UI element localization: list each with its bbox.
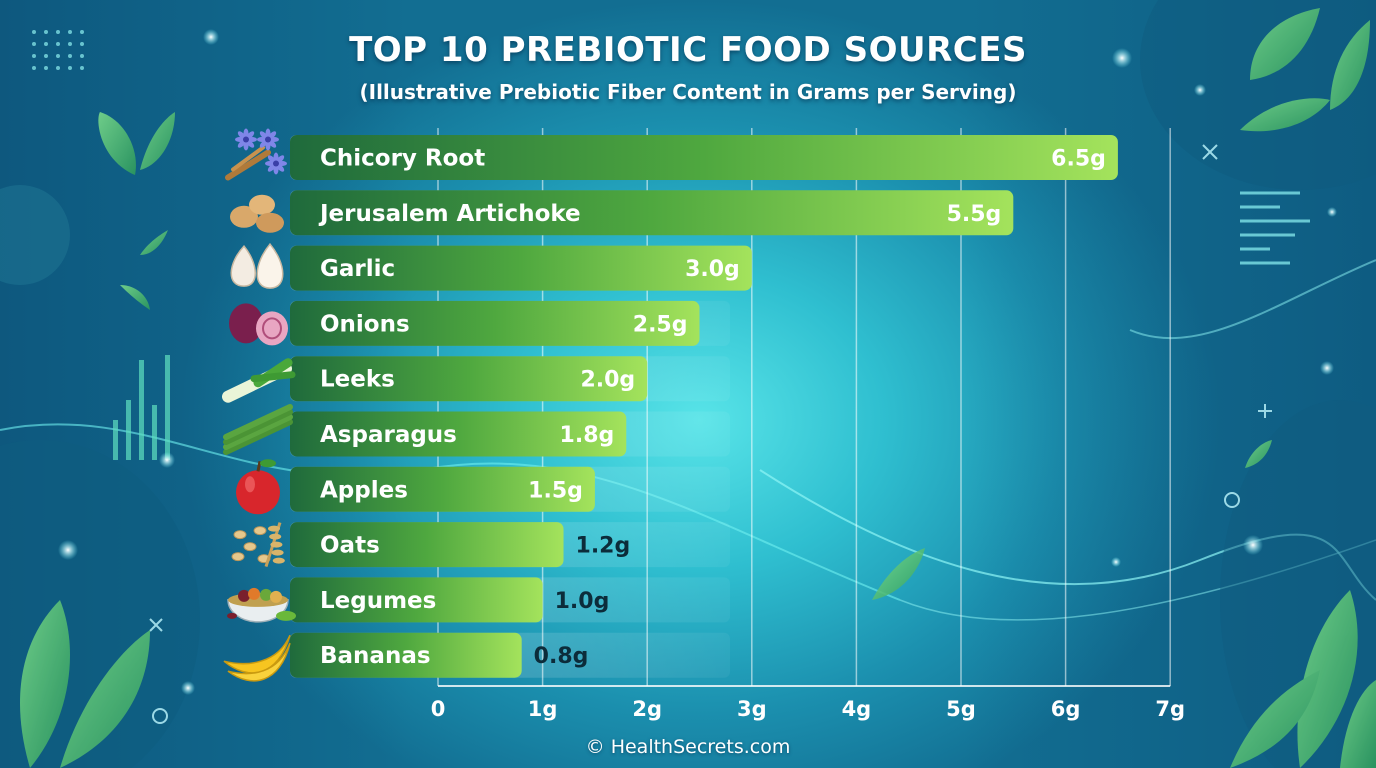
bar <box>290 466 595 512</box>
apple-icon <box>236 459 280 515</box>
glow-dots <box>58 29 1337 695</box>
mini-bar-chart-decoration <box>113 355 170 460</box>
chart-title: TOP 10 PREBIOTIC FOOD SOURCES <box>349 30 1027 70</box>
leek-icon <box>222 358 296 403</box>
bar <box>290 411 627 457</box>
pattern-disc <box>0 185 70 285</box>
asparagus-icon <box>223 404 293 455</box>
x-tick-label: 7g <box>1155 697 1185 721</box>
bar <box>290 522 564 568</box>
bar-value-label: 1.0g <box>555 589 610 614</box>
x-tick-label: 4g <box>842 697 872 721</box>
bar-category-label: Jerusalem Artichoke <box>318 201 581 227</box>
bar <box>290 356 648 402</box>
bar <box>290 190 1014 236</box>
text-lines-decoration <box>1240 191 1310 265</box>
onion-icon <box>229 303 288 346</box>
x-tick-label: 2g <box>632 697 662 721</box>
bar <box>290 632 522 678</box>
x-tick-label: 5g <box>946 697 976 721</box>
bar-category-label: Apples <box>320 477 408 503</box>
x-tick-label: 6g <box>1051 697 1081 721</box>
bar-value-label: 1.8g <box>560 423 615 448</box>
bar <box>290 135 1118 180</box>
oats-icon <box>231 522 285 568</box>
sparkle-symbols <box>149 144 1272 724</box>
jerusalem-artichoke-icon <box>230 194 284 233</box>
bar-category-label: Onions <box>320 311 410 337</box>
garlic-icon <box>230 242 284 289</box>
bar <box>290 300 700 346</box>
bar-value-label: 2.5g <box>633 312 688 337</box>
legumes-icon <box>227 587 296 623</box>
x-tick-label: 3g <box>737 697 767 721</box>
copyright-footer: © HealthSecrets.com <box>585 736 791 758</box>
chicory-root-icon <box>225 128 287 181</box>
bar-value-label: 3.0g <box>685 257 740 282</box>
wave-line <box>1129 259 1376 340</box>
bar-category-label: Leeks <box>320 367 395 393</box>
bar-category-label: Garlic <box>320 256 395 282</box>
bar-category-label: Oats <box>320 533 380 559</box>
bar <box>290 577 543 623</box>
bar-value-label: 2.0g <box>580 368 635 393</box>
chart-subtitle: (Illustrative Prebiotic Fiber Content in… <box>359 80 1017 104</box>
bar-category-label: Chicory Root <box>320 146 485 172</box>
leaf-decorations <box>20 8 1376 768</box>
background-blob <box>1140 0 1376 190</box>
banana-icon <box>223 634 291 682</box>
bar-value-label: 1.5g <box>528 478 583 503</box>
bar-value-label: 0.8g <box>534 644 589 669</box>
bar-category-label: Asparagus <box>320 422 457 448</box>
bar-category-label: Bananas <box>320 643 431 669</box>
bar-value-label: 1.2g <box>576 534 631 559</box>
bar-value-label: 5.5g <box>947 202 1002 227</box>
x-tick-label: 1g <box>528 697 558 721</box>
bar-category-label: Legumes <box>320 588 436 614</box>
x-tick-label: 0 <box>431 697 446 721</box>
bar <box>290 245 752 291</box>
bar-value-label: 6.5g <box>1051 147 1106 172</box>
dot-grid <box>32 30 84 70</box>
